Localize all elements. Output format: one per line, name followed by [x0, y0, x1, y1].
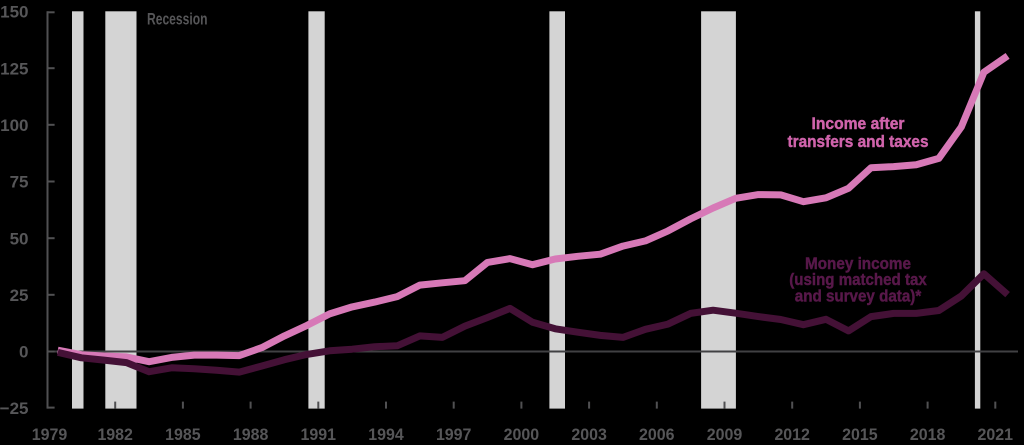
svg-text:Money income: Money income	[805, 254, 911, 273]
svg-text:50: 50	[10, 229, 29, 248]
svg-text:1994: 1994	[368, 425, 404, 444]
svg-text:1979: 1979	[32, 425, 68, 444]
svg-text:1982: 1982	[97, 425, 133, 444]
svg-text:2003: 2003	[571, 425, 607, 444]
svg-text:2021: 2021	[978, 425, 1014, 444]
svg-text:2009: 2009	[707, 425, 743, 444]
svg-text:150: 150	[0, 3, 28, 22]
svg-text:1988: 1988	[233, 425, 269, 444]
svg-text:2018: 2018	[910, 425, 946, 444]
svg-text:transfers and taxes: transfers and taxes	[788, 133, 929, 151]
svg-text:25: 25	[10, 286, 29, 305]
svg-text:1985: 1985	[165, 425, 201, 444]
svg-text:−25: −25	[0, 399, 29, 418]
svg-text:2000: 2000	[504, 425, 540, 444]
svg-text:100: 100	[0, 116, 28, 135]
svg-text:1991: 1991	[301, 425, 337, 444]
svg-text:2006: 2006	[639, 425, 675, 444]
svg-text:75: 75	[10, 173, 29, 192]
svg-text:(using matched tax: (using matched tax	[789, 270, 927, 289]
svg-text:Income after: Income after	[812, 115, 906, 133]
svg-text:1997: 1997	[436, 425, 472, 444]
svg-text:2015: 2015	[842, 425, 878, 444]
svg-text:0: 0	[19, 343, 28, 362]
svg-text:125: 125	[0, 59, 28, 78]
svg-text:and survey data)*: and survey data)*	[795, 286, 922, 305]
svg-text:2012: 2012	[774, 425, 810, 444]
svg-text:Recession: Recession	[147, 9, 208, 28]
